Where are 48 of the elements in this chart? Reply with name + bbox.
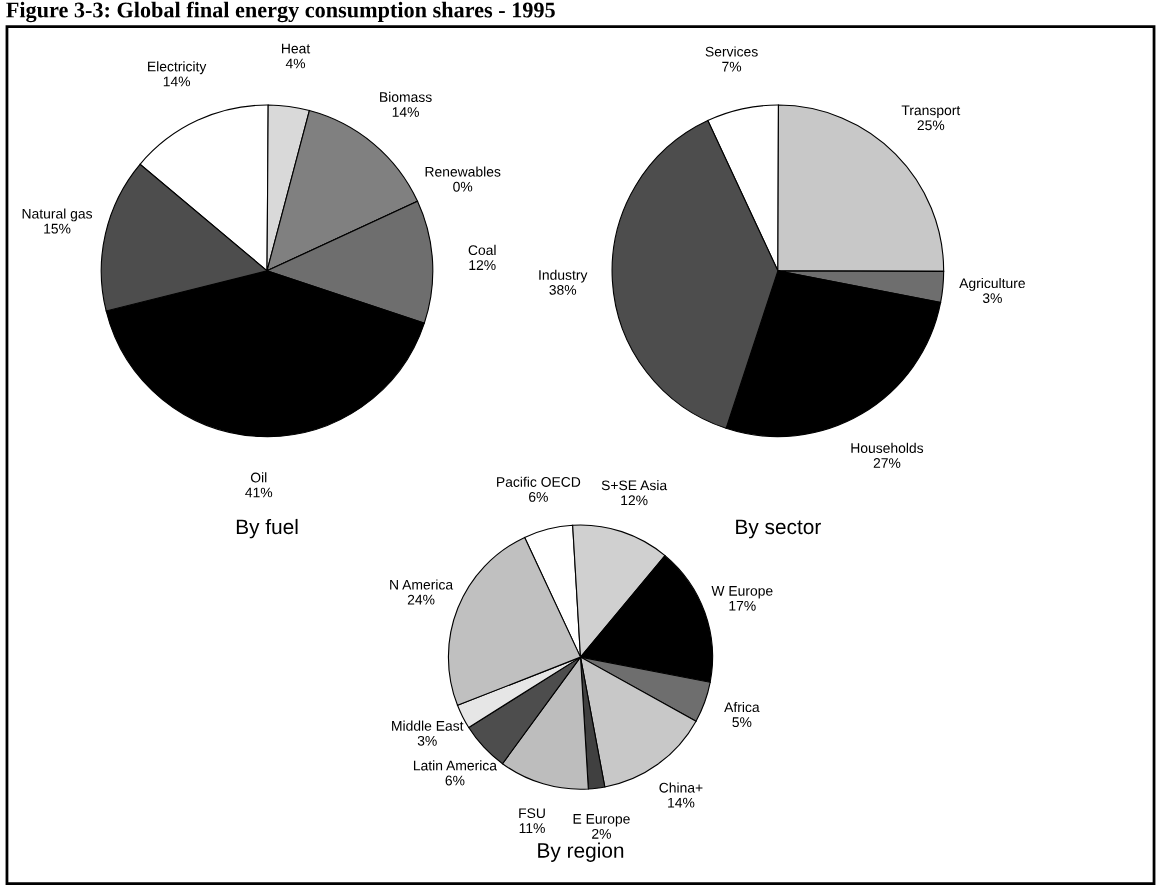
data-label: 15% (44, 223, 71, 234)
data-label: 2% (592, 828, 611, 839)
data-label: 24% (407, 594, 435, 605)
slice-label: Coal (468, 244, 496, 256)
slice-label: Pacific OECD (497, 476, 581, 487)
data-label: 6% (529, 492, 548, 502)
data-label: 25% (917, 120, 945, 131)
caption: Figure 3-3: Global final energy consumption shares - 1995 (6, 1, 555, 23)
text: By sector (736, 519, 821, 539)
data-label: 14% (668, 797, 695, 808)
category-label: Renewables (425, 166, 501, 177)
data-label: 7% (722, 61, 742, 72)
data-label: 12% (469, 260, 496, 270)
slice-label: Africa (724, 701, 760, 713)
data-label: 3% (982, 293, 1002, 304)
slice-label: W Europe (711, 586, 773, 599)
slice-label: Transport (901, 105, 961, 118)
slice-label: Natural gas (22, 208, 93, 222)
data-label: 17% (729, 600, 756, 611)
slice-label: China+ (659, 782, 703, 793)
slice-label: Oil (250, 472, 267, 483)
data-label: 14% (392, 107, 419, 117)
slice-label: Industry (539, 269, 588, 283)
slice-label: Latin America (413, 760, 497, 771)
slice-label: N America (390, 579, 454, 590)
slice-label: Services (705, 46, 758, 57)
text: By fuel (236, 518, 298, 539)
data-label: 4% (285, 58, 306, 69)
slice-label: FSU (519, 808, 545, 819)
slice-label: Heat (282, 43, 311, 54)
data-label: 11% (519, 823, 545, 833)
slice-label: Agriculture (959, 277, 1025, 291)
data-label: 38% (549, 285, 577, 295)
data-label: 3% (417, 735, 437, 746)
data-label: 5% (732, 717, 752, 728)
data-label: 12% (621, 495, 648, 506)
data-label: 27% (873, 458, 901, 468)
slice-label: Households (851, 442, 924, 453)
data-label: 14% (163, 76, 191, 87)
slice-label: Middle East (392, 720, 464, 731)
slice-label: E Europe (573, 814, 630, 827)
text: By region (538, 842, 624, 862)
data-label: 6% (445, 775, 465, 786)
text: 0% (453, 181, 473, 192)
slice-label: Biomass (380, 91, 432, 102)
slice-label: S+SE Asia (601, 480, 668, 491)
data-label: 41% (245, 487, 273, 498)
slice-label: Electricity (148, 61, 207, 75)
